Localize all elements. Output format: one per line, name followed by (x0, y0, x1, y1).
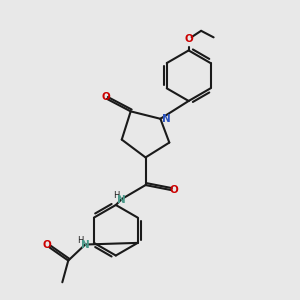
Text: N: N (162, 114, 171, 124)
Text: H: H (113, 191, 120, 200)
Text: H: H (77, 236, 83, 245)
Text: O: O (170, 185, 179, 195)
Text: N: N (117, 195, 126, 205)
Text: O: O (184, 34, 193, 44)
Text: O: O (101, 92, 110, 102)
Text: N: N (81, 240, 90, 250)
Text: O: O (42, 239, 51, 250)
